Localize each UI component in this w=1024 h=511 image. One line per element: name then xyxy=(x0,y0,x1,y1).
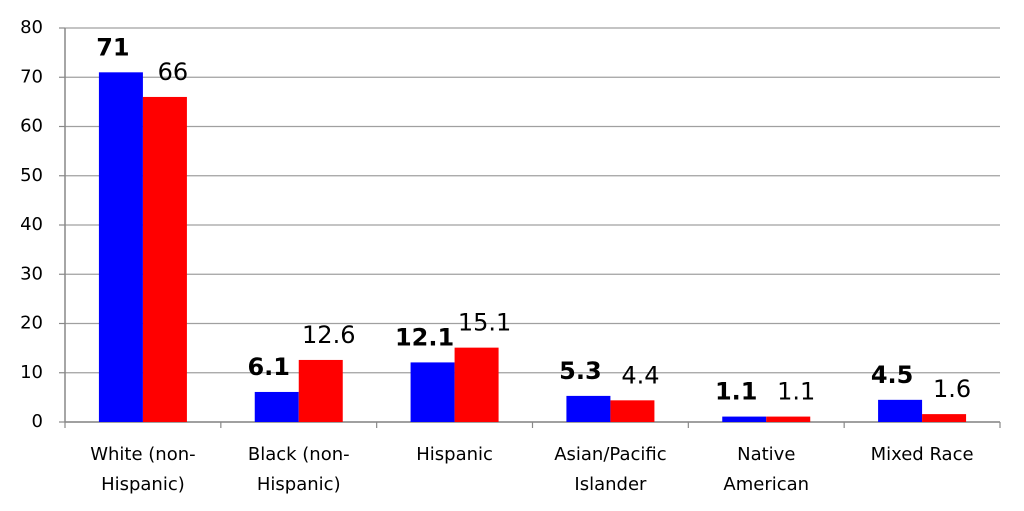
value-label: 12.6 xyxy=(302,321,355,349)
value-label: 4.4 xyxy=(621,361,659,389)
x-tick-label: Hispanic) xyxy=(101,474,185,495)
bar xyxy=(410,362,455,422)
bar xyxy=(610,400,655,422)
y-tick-label: 0 xyxy=(32,411,43,432)
bar xyxy=(254,391,299,422)
value-label: 4.5 xyxy=(871,361,914,389)
y-tick-label: 60 xyxy=(20,116,43,137)
value-label: 1.6 xyxy=(933,375,971,403)
bar xyxy=(878,399,923,422)
bar xyxy=(298,359,343,422)
value-label: 5.3 xyxy=(559,357,602,385)
value-label: 1.1 xyxy=(777,378,815,406)
y-tick-label: 40 xyxy=(20,214,43,235)
y-tick-label: 70 xyxy=(20,66,43,87)
bar xyxy=(766,416,811,422)
value-label: 1.1 xyxy=(715,378,758,406)
bar xyxy=(922,414,967,422)
x-tick-label: Black (non- xyxy=(248,444,350,465)
x-tick-label: American xyxy=(723,474,809,495)
value-label: 66 xyxy=(158,58,189,86)
bar xyxy=(454,347,499,422)
y-tick-label: 10 xyxy=(20,362,43,383)
x-tick-label: Islander xyxy=(574,474,647,495)
bar xyxy=(722,416,767,422)
x-tick-label: Hispanic xyxy=(416,444,493,465)
value-label: 15.1 xyxy=(458,309,511,337)
value-label: 6.1 xyxy=(247,353,290,381)
x-tick-label: Asian/Pacific xyxy=(554,444,666,465)
y-tick-label: 50 xyxy=(20,165,43,186)
x-tick-label: White (non- xyxy=(90,444,195,465)
value-label: 71 xyxy=(96,33,129,61)
x-tick-label: Mixed Race xyxy=(871,444,974,465)
bar xyxy=(98,72,143,422)
x-tick-label: Native xyxy=(737,444,795,465)
value-label: 12.1 xyxy=(395,323,454,351)
x-tick-label: Hispanic) xyxy=(257,474,341,495)
bar xyxy=(142,96,187,422)
bar xyxy=(566,395,611,422)
y-tick-label: 80 xyxy=(20,17,43,38)
y-tick-label: 30 xyxy=(20,263,43,284)
y-tick-label: 20 xyxy=(20,313,43,334)
